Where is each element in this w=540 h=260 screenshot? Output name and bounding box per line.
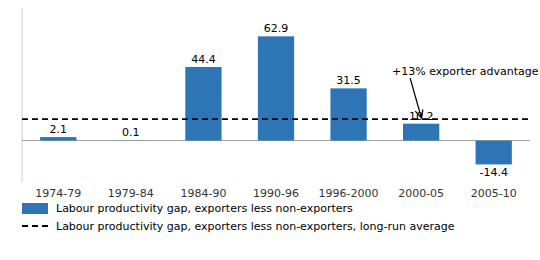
annotation-arrow [410, 78, 421, 117]
x-tick-label: 1984-90 [180, 187, 226, 200]
x-tick-label: 1974-79 [35, 187, 81, 200]
y-axis-line [22, 8, 23, 182]
legend: Labour productivity gap, exporters less … [22, 202, 455, 233]
data-label: 0.1 [122, 126, 140, 139]
x-tick-label: 2000-05 [398, 187, 444, 200]
data-label: 2.1 [50, 123, 68, 136]
plot-area [22, 36, 530, 164]
x-tick-label: 1990-96 [253, 187, 299, 200]
chart: 2.10.144.462.931.510.2-14.41974-791979-8… [0, 0, 540, 260]
x-tick-label: 1996-2000 [319, 187, 379, 200]
bar [476, 141, 512, 165]
data-label: 31.5 [336, 74, 361, 87]
data-label: 62.9 [264, 22, 289, 35]
x-tick-label: 1979-84 [108, 187, 154, 200]
legend-swatch [22, 203, 48, 214]
data-label: -14.4 [479, 166, 507, 179]
chart-container: 2.10.144.462.931.510.2-14.41974-791979-8… [0, 0, 540, 260]
legend-swatch [22, 225, 48, 227]
annotation: +13% exporter advantage [392, 65, 539, 78]
bar [185, 67, 221, 141]
x-tick-label: 2005-10 [471, 187, 517, 200]
bar [113, 140, 149, 141]
bar [330, 88, 366, 140]
legend-label: Labour productivity gap, exporters less … [56, 220, 455, 233]
data-label: 44.4 [191, 53, 216, 66]
labels: 2.10.144.462.931.510.2-14.4 [50, 22, 508, 179]
bar [258, 36, 294, 140]
reference-line [22, 118, 530, 120]
legend-label: Labour productivity gap, exporters less … [56, 202, 353, 215]
bar [40, 137, 76, 140]
bar [403, 124, 439, 141]
